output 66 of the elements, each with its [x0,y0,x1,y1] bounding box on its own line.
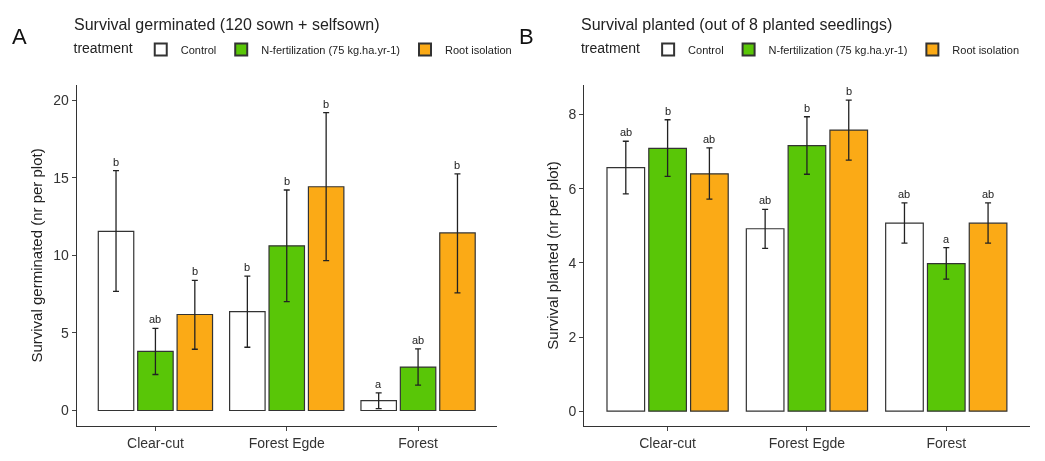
chart-title: Survival germinated (120 sown + selfsown) [74,16,380,33]
bar [745,228,785,412]
bar [689,173,729,412]
bar [787,145,827,412]
annotation: b [244,261,251,273]
bar [399,366,437,412]
bar [968,222,1008,412]
annotation: b [323,98,330,110]
annotation: ab [149,313,162,325]
y-tick-label: 20 [53,92,70,109]
text: B [519,24,534,49]
annotation: b [846,85,853,97]
annotation: b [113,156,120,168]
bar [926,263,966,412]
bar [97,230,135,412]
bar [885,222,924,412]
bar [606,166,646,412]
annotation: ab [412,334,425,346]
y-axis-title: Survival germinated (nr per plot) [28,148,46,363]
x-tick-label: Forest Egde [248,434,326,451]
bar [360,399,398,412]
annotation: b [454,159,461,171]
y-tick-label: 5 [61,324,70,341]
x-tick-label: Forest [926,434,967,451]
legend-label: Root isolation [445,43,512,56]
text: A [12,24,27,49]
annotation: ab [703,133,716,145]
annotation: ab [759,194,772,206]
x-tick-label: Forest Egde [768,434,846,451]
legend-label: Control [688,43,724,56]
legend-label: N-fertilization (75 kg.ha.yr-1) [261,43,400,56]
annotation: b [284,175,291,187]
chart-title: Survival planted (out of 8 planted seedlings) [581,16,893,33]
legend-label: Root isolation [952,43,1020,56]
x-tick-label: Forest [398,434,439,451]
bar [229,310,266,412]
annotation: ab [982,188,995,200]
bar [176,313,214,412]
bar [307,186,345,412]
y-tick-label: 15 [53,169,70,186]
legend-label: N-fertilization (75 kg.ha.yr-1) [768,43,908,56]
bar [439,232,476,412]
annotation: b [665,105,672,117]
annotation: ab [898,188,911,200]
annotation: a [375,378,382,390]
y-tick-label: 6 [568,180,577,197]
y-tick-label: 0 [61,402,70,419]
legend-title: treatment [73,40,133,57]
y-tick-label: 0 [568,403,577,420]
x-tick-label: Clear-cut [639,434,697,451]
annotation: b [804,102,811,114]
y-tick-label: 4 [568,254,577,271]
y-axis-title: Survival planted (nr per plot) [543,161,561,350]
annotation: b [192,265,199,277]
annotation: a [943,233,950,245]
bar [829,129,869,412]
legend-title: treatment [580,40,641,57]
bar [648,147,688,412]
bar [268,245,306,412]
x-tick-label: Clear-cut [127,434,184,451]
y-tick-label: 8 [568,106,577,123]
y-tick-label: 2 [568,328,577,345]
bar [137,350,174,412]
y-tick-label: 10 [53,247,70,264]
annotation: ab [620,126,633,138]
legend-label: Control [180,43,217,56]
